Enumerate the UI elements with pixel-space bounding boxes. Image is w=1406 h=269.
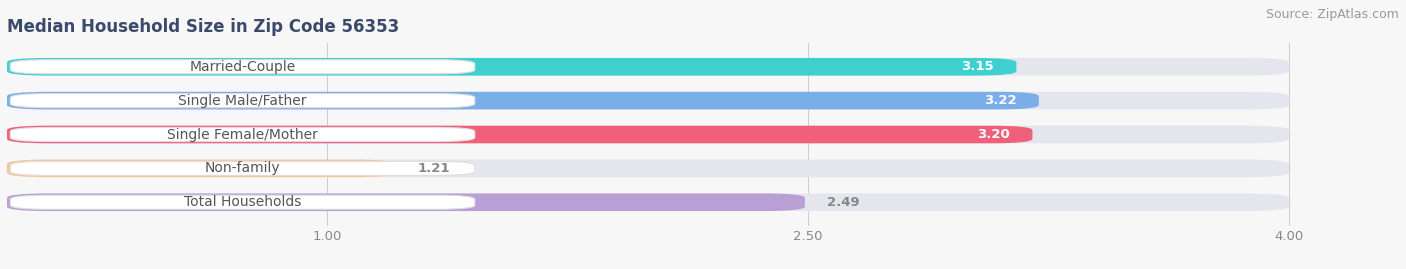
FancyBboxPatch shape <box>7 126 1032 143</box>
FancyBboxPatch shape <box>7 193 804 211</box>
FancyBboxPatch shape <box>10 94 475 108</box>
FancyBboxPatch shape <box>10 161 475 175</box>
FancyBboxPatch shape <box>7 58 1289 76</box>
Text: Non-family: Non-family <box>205 161 280 175</box>
Text: Single Female/Mother: Single Female/Mother <box>167 128 318 141</box>
Text: 1.21: 1.21 <box>418 162 450 175</box>
FancyBboxPatch shape <box>7 92 1289 109</box>
Text: 3.20: 3.20 <box>977 128 1010 141</box>
Text: Total Households: Total Households <box>184 195 301 209</box>
FancyBboxPatch shape <box>10 195 475 209</box>
FancyBboxPatch shape <box>7 58 1017 76</box>
Text: 3.15: 3.15 <box>962 60 994 73</box>
Text: Source: ZipAtlas.com: Source: ZipAtlas.com <box>1265 8 1399 21</box>
FancyBboxPatch shape <box>10 60 475 74</box>
FancyBboxPatch shape <box>7 193 1289 211</box>
Text: Single Male/Father: Single Male/Father <box>179 94 307 108</box>
Text: Median Household Size in Zip Code 56353: Median Household Size in Zip Code 56353 <box>7 18 399 36</box>
FancyBboxPatch shape <box>7 126 1289 143</box>
FancyBboxPatch shape <box>10 128 475 141</box>
FancyBboxPatch shape <box>7 92 1039 109</box>
FancyBboxPatch shape <box>7 160 395 177</box>
FancyBboxPatch shape <box>7 160 1289 177</box>
Text: Married-Couple: Married-Couple <box>190 60 295 74</box>
Text: 2.49: 2.49 <box>827 196 860 209</box>
Text: 3.22: 3.22 <box>984 94 1017 107</box>
